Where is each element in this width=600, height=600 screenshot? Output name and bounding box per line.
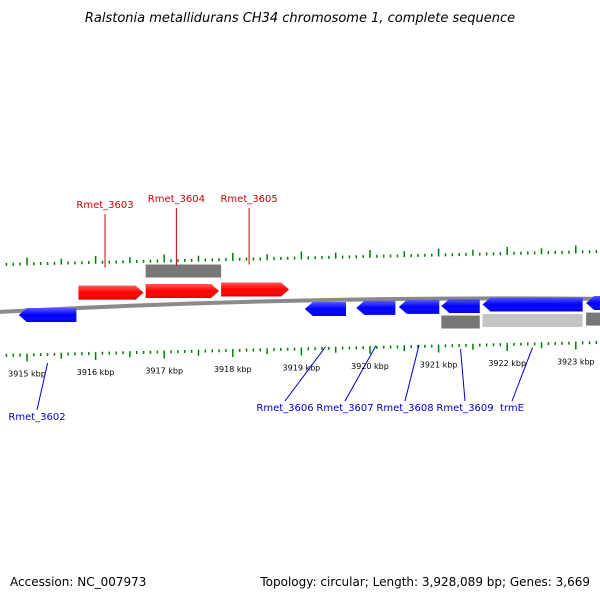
label-leader-line <box>36 362 49 411</box>
reverse-feature-0[interactable] <box>441 315 480 329</box>
reverse-gene-unnamed-6-gloss <box>586 296 600 311</box>
ruler-tick-label: 3921 kbp <box>420 360 458 369</box>
reverse-gene-Rmet_3608-gloss <box>398 299 440 314</box>
ruler-tick-label: 3919 kbp <box>283 363 321 372</box>
ruler-tick-label: 3918 kbp <box>214 365 252 374</box>
reverse-gene-Rmet_3606-gloss <box>304 301 346 316</box>
label-layer: Rmet_3603 Rmet_3604 Rmet_3605 Rmet_3602 Rmet… <box>8 194 534 423</box>
reverse-gene-Rmet_3609-gloss <box>441 299 480 314</box>
label-leader-line <box>460 348 466 402</box>
gene-layer <box>18 264 600 329</box>
gene-label-Rmet_3607[interactable]: Rmet_3607 <box>316 403 373 414</box>
reverse-gene-Rmet_3609[interactable] <box>441 299 480 314</box>
forward-gene-Rmet_3604-gloss <box>145 284 220 299</box>
label-leader-line <box>404 344 420 402</box>
ruler-tick-label: 3923 kbp <box>557 358 595 367</box>
gene-label-Rmet_3604[interactable]: Rmet_3604 <box>148 194 205 205</box>
label-leader-line <box>284 346 326 402</box>
gene-label-Rmet_3609[interactable]: Rmet_3609 <box>436 403 493 414</box>
topology-summary: Topology: circular; Length: 3,928,089 bp… <box>259 575 590 589</box>
gene-label-Rmet_3608[interactable]: Rmet_3608 <box>376 403 433 414</box>
reverse-feature-1[interactable] <box>482 313 583 327</box>
ruler-tick-label: 3916 kbp <box>77 368 115 377</box>
label-leader-line <box>344 345 377 402</box>
reverse-gene-trmE-gloss <box>482 297 583 312</box>
gene-label-Rmet_3606[interactable]: Rmet_3606 <box>256 403 313 414</box>
forward-gene-Rmet_3603[interactable] <box>78 285 144 300</box>
forward-gene-Rmet_3604[interactable] <box>145 284 220 299</box>
forward-feature-0[interactable] <box>145 264 222 278</box>
gene-label-Rmet_3603[interactable]: Rmet_3603 <box>76 200 133 211</box>
reverse-gene-Rmet_3607-gloss <box>356 300 396 315</box>
forward-gene-Rmet_3603-gloss <box>78 285 144 300</box>
accession-text: Accession: NC_007973 <box>10 575 146 589</box>
label-leader-line <box>511 347 534 402</box>
ruler-tick-label: 3917 kbp <box>145 366 183 375</box>
gene-label-trmE[interactable]: trmE <box>500 403 524 414</box>
ruler-tick-label: 3920 kbp <box>351 362 389 371</box>
reverse-gene-Rmet_3606[interactable] <box>304 301 346 316</box>
reverse-gene-Rmet_3602-gloss <box>18 307 77 322</box>
reverse-gene-Rmet_3602[interactable] <box>18 307 77 322</box>
forward-gene-Rmet_3605-gloss <box>221 282 290 297</box>
reverse-gene-Rmet_3607[interactable] <box>356 300 396 315</box>
ruler-tick-label: 3915 kbp <box>8 369 46 378</box>
map-title: Ralstonia metallidurans CH34 chromosome … <box>85 11 515 26</box>
ruler-tick-label: 3922 kbp <box>488 359 526 368</box>
reverse-gene-Rmet_3608[interactable] <box>398 299 440 314</box>
ruler-ticks: 3915 kbp 3916 kbp 3917 kbp 3918 kbp 3919 kbp… <box>5 245 598 378</box>
reverse-gene-trmE[interactable] <box>482 297 583 312</box>
gene-label-Rmet_3602[interactable]: Rmet_3602 <box>8 412 65 423</box>
reverse-gene-unnamed-6[interactable] <box>586 296 600 311</box>
forward-gene-Rmet_3605[interactable] <box>221 282 290 297</box>
gene-label-Rmet_3605[interactable]: Rmet_3605 <box>220 194 277 205</box>
reverse-feature-2[interactable] <box>586 312 600 326</box>
